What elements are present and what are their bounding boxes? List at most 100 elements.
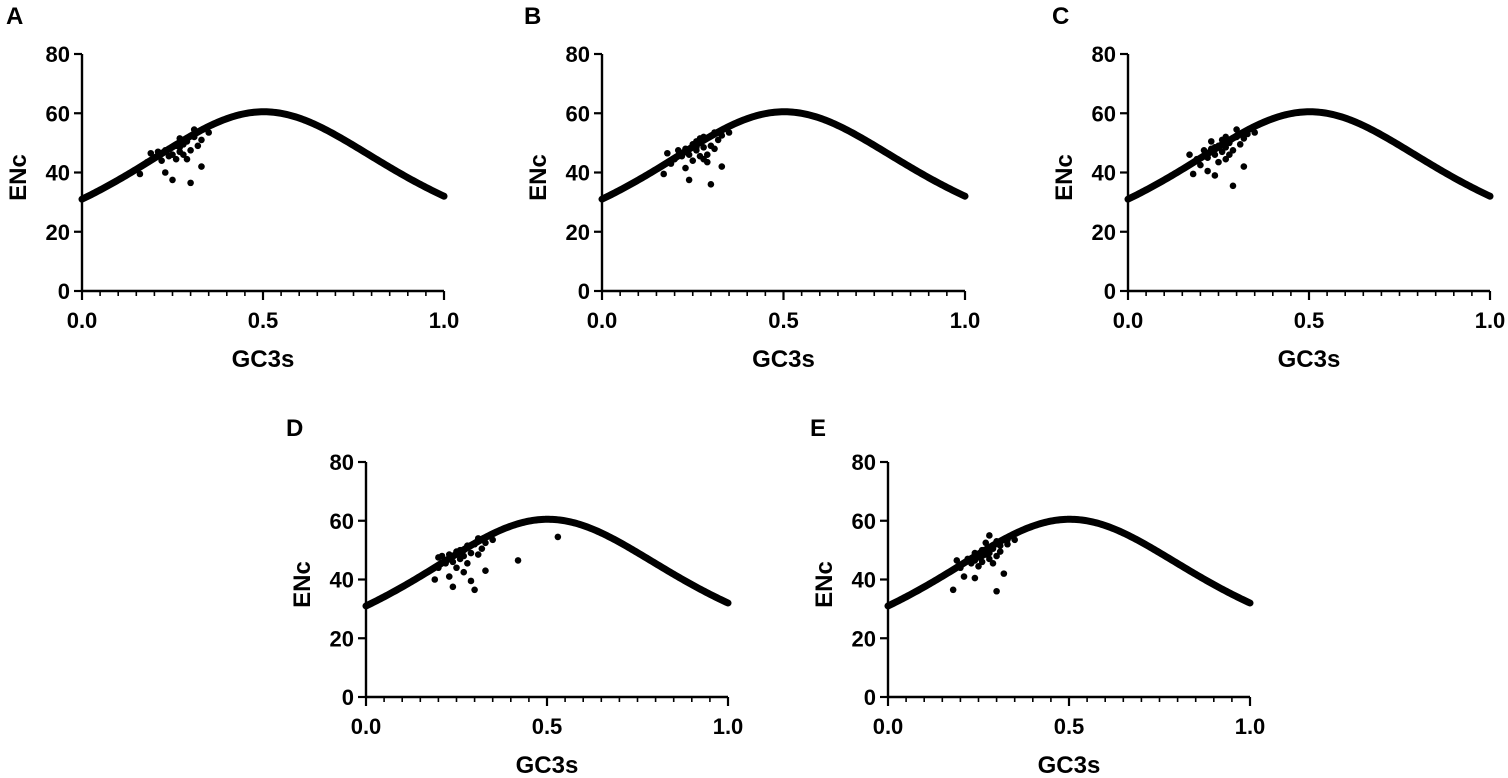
expected-enc-curve: [598, 108, 969, 203]
data-point: [978, 552, 986, 560]
data-point: [1229, 182, 1237, 190]
data-point: [445, 551, 453, 558]
y-axis-title: ENc: [525, 154, 552, 201]
data-point: [1236, 141, 1244, 148]
x-tick-label: 0.0: [1113, 308, 1144, 333]
data-point: [449, 583, 457, 591]
data-point: [442, 560, 449, 567]
data-point: [453, 564, 460, 572]
y-tick-label: 40: [566, 161, 590, 186]
data-point: [1197, 161, 1204, 169]
y-tick-label: 40: [330, 568, 354, 593]
data-point: [1222, 144, 1230, 151]
data-point: [978, 558, 986, 566]
data-point: [1200, 146, 1208, 154]
y-tick-label: 20: [46, 220, 70, 245]
data-point: [711, 145, 718, 153]
data-point: [707, 181, 715, 188]
data-point: [693, 144, 700, 151]
data-point: [1215, 158, 1222, 166]
data-point: [1189, 170, 1197, 178]
x-tick-label: 0.0: [873, 714, 904, 739]
data-point: [1011, 536, 1018, 544]
data-point: [194, 142, 202, 150]
expected-enc-curve: [884, 515, 1254, 610]
data-point: [700, 144, 707, 151]
data-point: [1222, 133, 1230, 141]
data-point: [158, 157, 165, 164]
data-point: [689, 157, 697, 164]
data-point: [1222, 155, 1230, 163]
x-tick-label: 1.0: [1475, 308, 1506, 333]
data-point: [960, 573, 968, 580]
data-point: [1211, 151, 1219, 159]
data-point: [1240, 163, 1248, 170]
data-point: [700, 133, 707, 141]
data-point: [1226, 139, 1233, 147]
y-tick-label: 40: [852, 568, 876, 593]
x-tick-label: 1.0: [429, 308, 460, 333]
data-point: [989, 545, 997, 552]
data-point: [949, 586, 957, 594]
data-point: [190, 126, 198, 133]
data-point: [435, 564, 442, 572]
y-tick-label: 0: [1104, 279, 1116, 304]
data-point: [467, 577, 475, 585]
data-point: [982, 539, 990, 547]
data-point: [700, 155, 707, 163]
x-tick-label: 1.0: [713, 714, 744, 739]
y-tick-label: 20: [852, 626, 876, 651]
y-axis-title: ENc: [1051, 154, 1078, 201]
data-point: [1186, 151, 1193, 159]
y-tick-label: 40: [46, 161, 70, 186]
data-point: [180, 151, 187, 159]
y-tick-label: 60: [330, 509, 354, 534]
data-point: [664, 149, 671, 157]
y-tick-label: 0: [342, 685, 354, 710]
data-point: [989, 560, 997, 567]
data-point: [169, 176, 176, 184]
x-tick-label: 0.5: [1054, 714, 1085, 739]
data-point: [467, 549, 475, 557]
data-point: [682, 164, 689, 172]
data-point: [1233, 133, 1240, 141]
x-axis-title: GC3s: [1278, 346, 1341, 373]
data-point: [198, 163, 205, 170]
data-point: [449, 558, 457, 566]
data-point: [187, 179, 194, 187]
panel-letter: A: [6, 3, 23, 30]
x-axis-title: GC3s: [516, 752, 579, 778]
data-point: [953, 557, 961, 564]
data-point: [136, 170, 144, 178]
panel-a: A 0 20 40 60 80 0.0 0.5 1.0 GC3s ENc: [5, 3, 459, 373]
data-point: [183, 155, 191, 163]
data-point: [147, 149, 155, 157]
data-point: [478, 545, 486, 552]
expected-enc-curve: [1124, 108, 1494, 203]
y-axis-title: ENc: [811, 561, 838, 608]
data-point: [482, 539, 489, 547]
data-point: [431, 576, 439, 583]
y-axis-title: ENc: [5, 154, 32, 201]
data-point: [464, 560, 471, 567]
panel-letter: C: [1052, 3, 1069, 30]
data-point: [674, 146, 682, 154]
data-point: [1004, 536, 1011, 544]
expected-enc-curve: [362, 515, 732, 610]
y-tick-label: 80: [566, 42, 590, 67]
data-point: [460, 552, 468, 560]
panel-b: B 0 20 40 60 80 0.0 0.5 1.0 GC3s ENc: [524, 3, 980, 373]
data-point: [460, 568, 468, 576]
data-point: [460, 546, 468, 554]
data-point: [1226, 151, 1233, 159]
panel-letter: D: [286, 415, 303, 442]
x-axis-title: GC3s: [1038, 752, 1101, 778]
data-point: [986, 532, 993, 539]
data-point: [205, 129, 212, 136]
data-point: [1000, 570, 1008, 577]
x-axis-title: GC3s: [752, 346, 815, 373]
expected-enc-curve: [78, 108, 448, 203]
data-point: [1251, 129, 1258, 136]
data-point: [685, 151, 693, 159]
data-point: [711, 129, 718, 136]
